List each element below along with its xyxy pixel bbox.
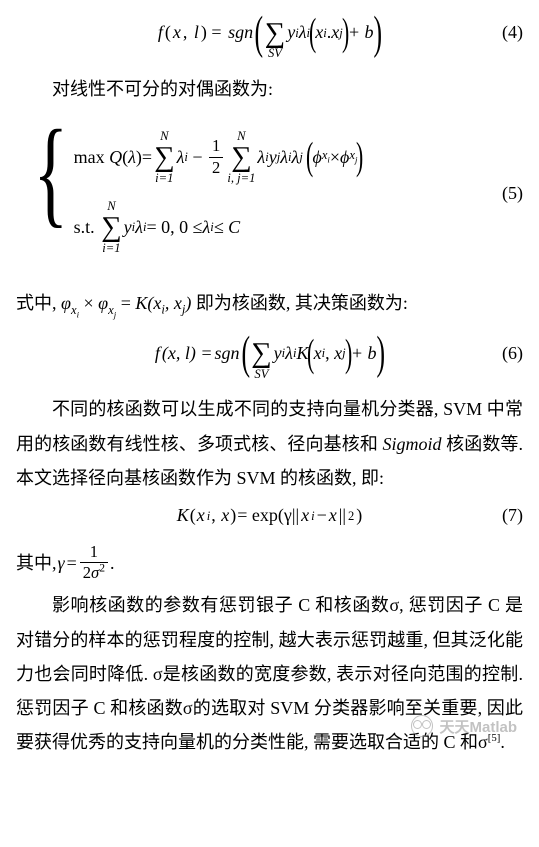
eq5-line2: s.t. N∑i=1 yi λi = 0, 0 ≤ λi ≤ C [74,200,363,254]
eq4-number: (4) [502,22,523,43]
eq6-number: (6) [502,343,523,364]
eq4-f: f [158,22,163,43]
eq4-x: x [173,22,181,43]
eq4-lambda: λ [299,22,307,43]
gamma-line: 其中, γ = 1 2σ2 . [16,543,523,582]
eq4-sgn: sgn [228,22,253,43]
eq4-yi: y [287,22,295,43]
paragraph-kernels: 不同的核函数可以生成不同的支持向量机分类器, SVM 中常用的核函数有线性核、多… [16,392,523,495]
watermark: 天天Matlab [411,715,517,737]
eq5-line1: max Q(λ) = N∑i=1 λi − 12 N∑i, j=1 λi yj … [74,130,363,184]
eq7-number: (7) [502,505,523,526]
equation-5: { max Q(λ) = N∑i=1 λi − 12 N∑i, j=1 λi y… [16,112,523,274]
eq4-sum-lower: SV [268,47,282,60]
equation-4: f (x, l) = sgn ( ∑SV yi λi ( xi . xj ) +… [16,6,523,60]
dual-intro-line: 对线性不可分的对偶函数为: [16,72,523,106]
eq4-l: l [194,22,199,43]
eq4-plus-b: + b [348,22,374,43]
eq5-number: (5) [502,183,523,204]
equation-6: f (x, l) = sgn ( ∑SV yi λi K ( xi, xj ) … [16,326,523,380]
kernel-intro-line: 式中, φxi × φxj = K(xi, xj) 即为核函数, 其决策函数为: [16,286,523,320]
wechat-icon [411,715,433,737]
eq4-content: f (x, l) = sgn ( ∑SV yi λi ( xi . xj ) +… [157,6,382,60]
watermark-text: 天天Matlab [439,716,517,737]
equation-7: K(xi, x) = exp(γ||xi − x||2) (7) [16,501,523,531]
